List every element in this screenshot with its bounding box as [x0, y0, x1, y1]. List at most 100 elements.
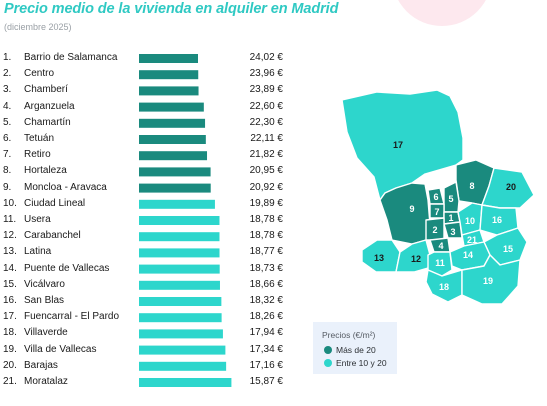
price-value: 18,26 € — [249, 311, 283, 323]
map-label-8: 8 — [469, 181, 474, 191]
map-label-1: 1 — [448, 213, 453, 223]
district-name: Tetuán — [24, 133, 55, 144]
price-value: 17,94 € — [249, 327, 283, 339]
price-value: 17,34 € — [249, 343, 283, 355]
rank-number: 3. — [3, 84, 12, 96]
bar-6 — [139, 135, 206, 144]
bar-15 — [139, 280, 220, 290]
price-value: 18,73 € — [249, 262, 283, 274]
bar-12 — [139, 232, 220, 242]
legend-label-mid: Entre 10 y 20 — [336, 358, 387, 368]
map-label-14: 14 — [463, 250, 473, 260]
map-label-17: 17 — [393, 140, 403, 150]
bar-20 — [139, 361, 227, 371]
map-label-3: 3 — [450, 227, 455, 237]
district-name: Barajas — [24, 359, 58, 371]
rank-number: 4. — [3, 100, 12, 112]
rank-number: 8. — [3, 165, 12, 177]
bar-18 — [139, 329, 223, 339]
map-label-6: 6 — [433, 192, 438, 202]
map-label-20: 20 — [506, 182, 516, 192]
price-value: 20,92 € — [249, 181, 283, 193]
district-name: Villa de Vallecas — [24, 343, 97, 355]
price-value: 18,78 € — [249, 214, 283, 225]
madrid-district-map: 17 8 20 9 6 5 7 1 3 2 4 10 16 21 15 13 1… — [341, 90, 535, 305]
price-value: 20,95 € — [249, 165, 283, 177]
price-value: 17,16 € — [249, 359, 283, 371]
district-name: Centro — [24, 68, 55, 80]
rank-number: 21. — [3, 376, 17, 387]
legend-dot-high — [324, 346, 332, 354]
rank-number: 19. — [3, 343, 17, 355]
district-name: Fuencarral - El Pardo — [24, 311, 120, 323]
price-value: 18,66 € — [249, 278, 283, 290]
bar-16 — [139, 297, 222, 306]
chart-title: Precio medio de la vivienda en alquiler … — [4, 1, 339, 17]
map-label-18: 18 — [439, 282, 449, 292]
map-label-5: 5 — [448, 194, 453, 204]
bar-14 — [139, 264, 220, 274]
legend-title: Precios (€/m²) — [322, 330, 376, 340]
rank-number: 6. — [3, 133, 12, 144]
bar-2 — [139, 70, 199, 80]
map-label-13: 13 — [374, 253, 384, 263]
price-value: 18,32 € — [249, 295, 283, 306]
bar-9 — [139, 183, 211, 193]
district-name: Moncloa - Aravaca — [24, 181, 107, 193]
rank-number: 9. — [3, 181, 12, 193]
bar-19 — [139, 345, 226, 355]
rank-number: 13. — [3, 246, 17, 258]
district-name: Ciudad Lineal — [24, 197, 86, 209]
bar-10 — [139, 199, 215, 209]
price-value: 18,77 € — [249, 246, 283, 258]
rank-number: 5. — [3, 116, 12, 128]
district-name: Barrio de Salamanca — [24, 52, 118, 63]
rank-number: 20. — [3, 359, 17, 371]
map-label-21: 21 — [467, 235, 477, 245]
map-label-2: 2 — [432, 225, 437, 235]
rank-number: 14. — [3, 262, 17, 274]
bar-4 — [139, 102, 204, 112]
price-value: 23,89 € — [249, 84, 283, 96]
district-name: Retiro — [24, 149, 51, 161]
bar-11 — [139, 216, 220, 225]
district-name: Carabanchel — [24, 230, 81, 242]
bar-8 — [139, 167, 211, 177]
map-label-7: 7 — [434, 207, 439, 217]
price-value: 19,89 € — [249, 197, 283, 209]
rank-number: 2. — [3, 68, 12, 80]
map-label-15: 15 — [503, 244, 513, 254]
bar-1 — [139, 54, 198, 63]
bar-21 — [139, 378, 232, 387]
price-value: 22,30 € — [249, 116, 283, 128]
map-label-11: 11 — [435, 258, 445, 268]
district-name: Chamartín — [24, 116, 71, 128]
bar-3 — [139, 86, 199, 96]
price-value: 21,82 € — [249, 149, 283, 161]
rank-number: 7. — [3, 149, 12, 161]
bar-17 — [139, 313, 222, 323]
rank-number: 11. — [3, 214, 17, 225]
bar-5 — [139, 118, 206, 128]
district-name: Latina — [24, 246, 52, 258]
map-label-19: 19 — [483, 276, 493, 286]
legend-dot-mid — [324, 359, 332, 367]
district-name: Arganzuela — [24, 100, 75, 112]
map-label-12: 12 — [411, 254, 421, 264]
map-district-18 — [425, 269, 463, 303]
district-name: Villaverde — [24, 327, 68, 339]
bar-13 — [139, 248, 220, 258]
map-label-4: 4 — [438, 241, 443, 251]
rank-number: 12. — [3, 230, 17, 242]
district-name: Vicálvaro — [24, 278, 65, 290]
price-value: 22,11 € — [250, 133, 283, 144]
rank-number: 17. — [3, 311, 17, 323]
price-value: 23,96 € — [249, 68, 283, 80]
district-name: Puente de Vallecas — [24, 262, 110, 274]
map-district-19 — [461, 254, 521, 305]
price-value: 18,78 € — [249, 230, 283, 242]
district-name: Hortaleza — [24, 165, 67, 177]
chart-subtitle: (diciembre 2025) — [4, 22, 72, 32]
map-label-16: 16 — [492, 215, 502, 225]
